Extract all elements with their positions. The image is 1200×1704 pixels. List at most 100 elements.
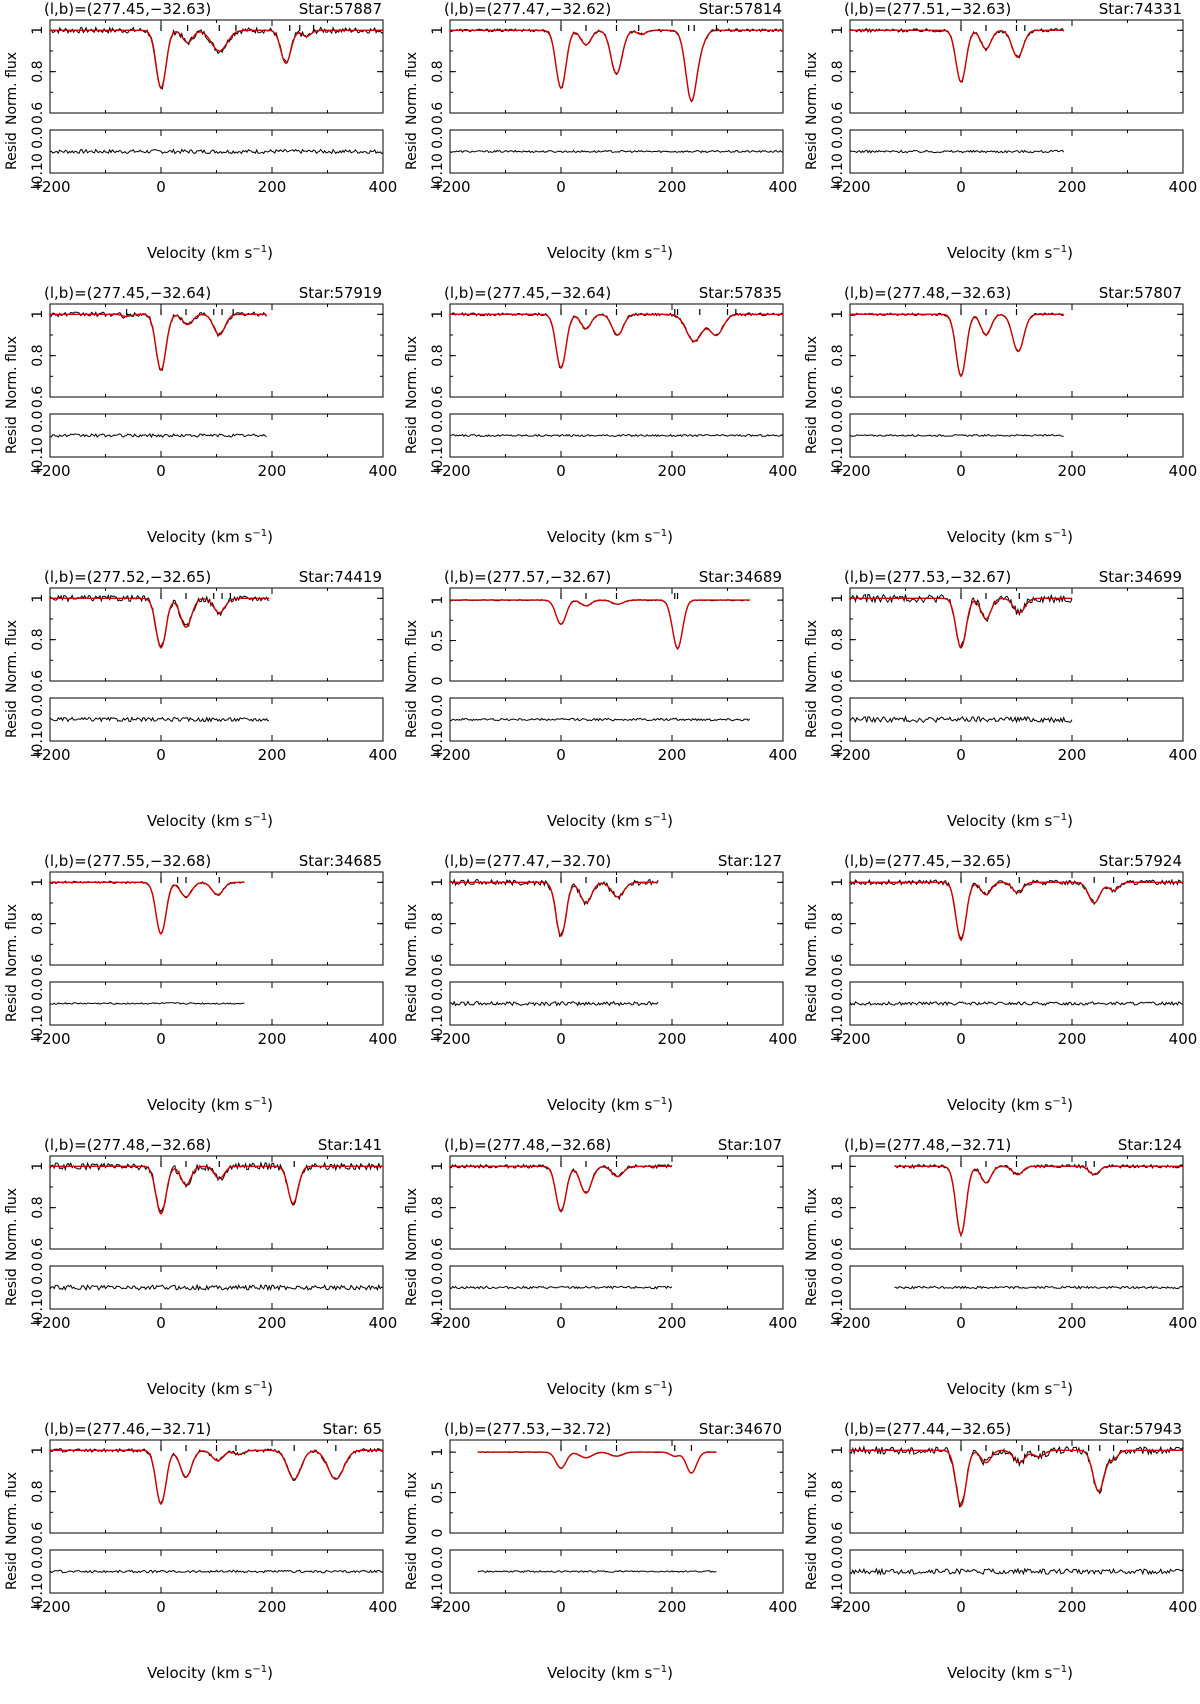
x-tick-label: 400 <box>369 1314 398 1332</box>
flux-axes-frame <box>849 19 1184 114</box>
y-tick-label: 0.6 <box>430 1238 446 1260</box>
spectrum-panel: (l,b)=(277.45,−32.63) Star:57887 Norm. flu… <box>0 0 400 284</box>
x-axis-label-close: ) <box>667 1380 673 1398</box>
model-fit-line <box>850 29 1064 84</box>
x-axis-label: Velocity (km s−1) <box>444 812 776 830</box>
y-tick-label: 0.8 <box>30 345 46 367</box>
panel-title-star: Star:34685 <box>298 852 382 870</box>
x-tick-label: 200 <box>1058 1314 1087 1332</box>
data-spectrum-line <box>450 598 750 651</box>
spectrum-panel: (l,b)=(277.48,−32.63) Star:57807 Norm. flu… <box>800 284 1200 568</box>
y-tick-label: 0.6 <box>30 670 46 692</box>
spectrum-plot: −200 0 200 400 0 0.5 1 0.10 0.0+ <box>429 587 797 764</box>
data-spectrum-line <box>894 1163 1184 1238</box>
y-tick-label: 0.6 <box>30 954 46 976</box>
panel-title-coords: (l,b)=(277.48,−32.68) <box>44 1136 212 1154</box>
spectrum-plot: −200 0 200 400 0.6 0.8 1 0.10 0.0+ <box>829 587 1197 764</box>
panel-title-coords: (l,b)=(277.57,−32.67) <box>444 568 612 586</box>
residual-line <box>49 1283 384 1292</box>
x-axis-label-text: Velocity (km s <box>547 1664 653 1682</box>
spectrum-plot: −200 0 200 400 0.6 0.8 1 0.10 0.0+ <box>29 587 398 764</box>
x-axis-label-close: ) <box>1067 1664 1073 1682</box>
y-tick-label: 0.5 <box>430 629 446 651</box>
x-axis-label-close: ) <box>667 1664 673 1682</box>
resid-tick-label: 0.10 0.0 <box>30 1263 46 1321</box>
residual-line <box>49 1002 245 1005</box>
x-tick-label: 400 <box>369 1598 398 1616</box>
spectrum-panel: (l,b)=(277.55,−32.68) Star:34685 Norm. flu… <box>0 852 400 1136</box>
y-tick-label: 0.8 <box>830 629 846 651</box>
x-tick-label: 0 <box>556 462 566 480</box>
x-tick-label: 200 <box>1058 1598 1087 1616</box>
x-axis-label-exponent: −1 <box>1052 1664 1068 1675</box>
x-axis-label: Velocity (km s−1) <box>44 244 376 262</box>
panel-title-coords: (l,b)=(277.53,−32.72) <box>444 1420 612 1438</box>
x-tick-label: −200 <box>29 1314 70 1332</box>
resid-plus-label: + <box>32 1598 44 1614</box>
model-fit-line <box>850 597 1072 650</box>
x-tick-label: 400 <box>769 178 798 196</box>
x-axis-label: Velocity (km s−1) <box>844 1096 1176 1114</box>
x-axis-label-close: ) <box>267 812 273 830</box>
y-tick-label: 0.8 <box>430 61 446 83</box>
data-spectrum-line <box>849 312 1064 378</box>
model-fit-line <box>50 597 270 650</box>
flux-axes-frame <box>49 871 384 966</box>
x-axis-label-text: Velocity (km s <box>547 1096 653 1114</box>
data-spectrum-line <box>449 878 659 938</box>
residual-line <box>449 149 784 154</box>
panel-title-coords: (l,b)=(277.45,−32.64) <box>44 284 212 302</box>
x-axis-label-text: Velocity (km s <box>947 1664 1053 1682</box>
y-tick-label: 1 <box>830 878 846 887</box>
spectrum-plot: −200 0 200 400 0.6 0.8 1 0.10 0.0+ <box>429 303 797 480</box>
x-axis-label-text: Velocity (km s <box>947 1096 1053 1114</box>
spectrum-plot: −200 0 200 400 0.6 0.8 1 0.10 0.0+ <box>29 19 397 196</box>
resid-plus-label: + <box>832 1598 844 1614</box>
x-axis-label: Velocity (km s−1) <box>44 1664 376 1682</box>
y-tick-label: 0.6 <box>830 102 846 124</box>
data-spectrum-line <box>477 1451 717 1474</box>
x-tick-label: −200 <box>429 746 470 764</box>
resid-plus-label: + <box>832 1030 844 1046</box>
x-tick-label: 400 <box>769 1030 798 1048</box>
resid-plus-label: + <box>32 1030 44 1046</box>
residual-line <box>849 1000 1184 1007</box>
resid-tick-label: 0.10 0.0 <box>830 695 846 753</box>
x-tick-label: 0 <box>156 1314 166 1332</box>
x-axis-label-close: ) <box>1067 1380 1073 1398</box>
panel-title-coords: (l,b)=(277.55,−32.68) <box>44 852 212 870</box>
y-tick-label: 0 <box>430 677 446 686</box>
spectrum-panel: (l,b)=(277.53,−32.72) Star:34670 Norm. flu… <box>400 1420 800 1704</box>
x-axis-label: Velocity (km s−1) <box>444 1664 776 1682</box>
resid-plus-label: + <box>832 1314 844 1330</box>
resid-tick-label: 0.10 0.0 <box>430 411 446 469</box>
x-tick-label: 200 <box>1058 746 1087 764</box>
x-axis-label-exponent: −1 <box>252 812 268 823</box>
data-spectrum-line <box>849 593 1073 648</box>
panel-title-star: Star:57835 <box>698 284 782 302</box>
data-spectrum-line <box>449 27 784 103</box>
panel-title-coords: (l,b)=(277.51,−32.63) <box>844 0 1012 18</box>
x-tick-label: 400 <box>369 746 398 764</box>
panel-title-coords: (l,b)=(277.46,−32.71) <box>44 1420 212 1438</box>
x-axis-label: Velocity (km s−1) <box>44 1380 376 1398</box>
y-tick-label: 0.8 <box>830 345 846 367</box>
x-tick-label: 200 <box>258 178 287 196</box>
y-tick-label: 0.6 <box>30 1238 46 1260</box>
spectrum-plot: −200 0 200 400 0 0.5 1 0.10 0.0+ <box>429 1439 797 1616</box>
spectrum-panel: (l,b)=(277.51,−32.63) Star:74331 Norm. flu… <box>800 0 1200 284</box>
x-tick-label: 0 <box>556 178 566 196</box>
resid-tick-label: 0.10 0.0 <box>30 127 46 185</box>
panel-title-coords: (l,b)=(277.45,−32.63) <box>44 0 212 18</box>
spectrum-panel: (l,b)=(277.57,−32.67) Star:34689 Norm. flu… <box>400 568 800 852</box>
y-tick-label: 0.6 <box>430 954 446 976</box>
x-tick-label: 200 <box>1058 462 1087 480</box>
panel-title-star: Star:141 <box>317 1136 382 1154</box>
spectrum-plot: −200 0 200 400 0.6 0.8 1 0.10 0.0+ <box>829 1439 1197 1616</box>
y-tick-label: 0.8 <box>30 1481 46 1503</box>
y-tick-label: 1 <box>30 1446 46 1455</box>
x-tick-label: 400 <box>369 1030 398 1048</box>
resid-tick-label: 0.10 0.0 <box>430 1263 446 1321</box>
spectrum-plot: −200 0 200 400 0.6 0.8 1 0.10 0.0+ <box>829 871 1197 1048</box>
